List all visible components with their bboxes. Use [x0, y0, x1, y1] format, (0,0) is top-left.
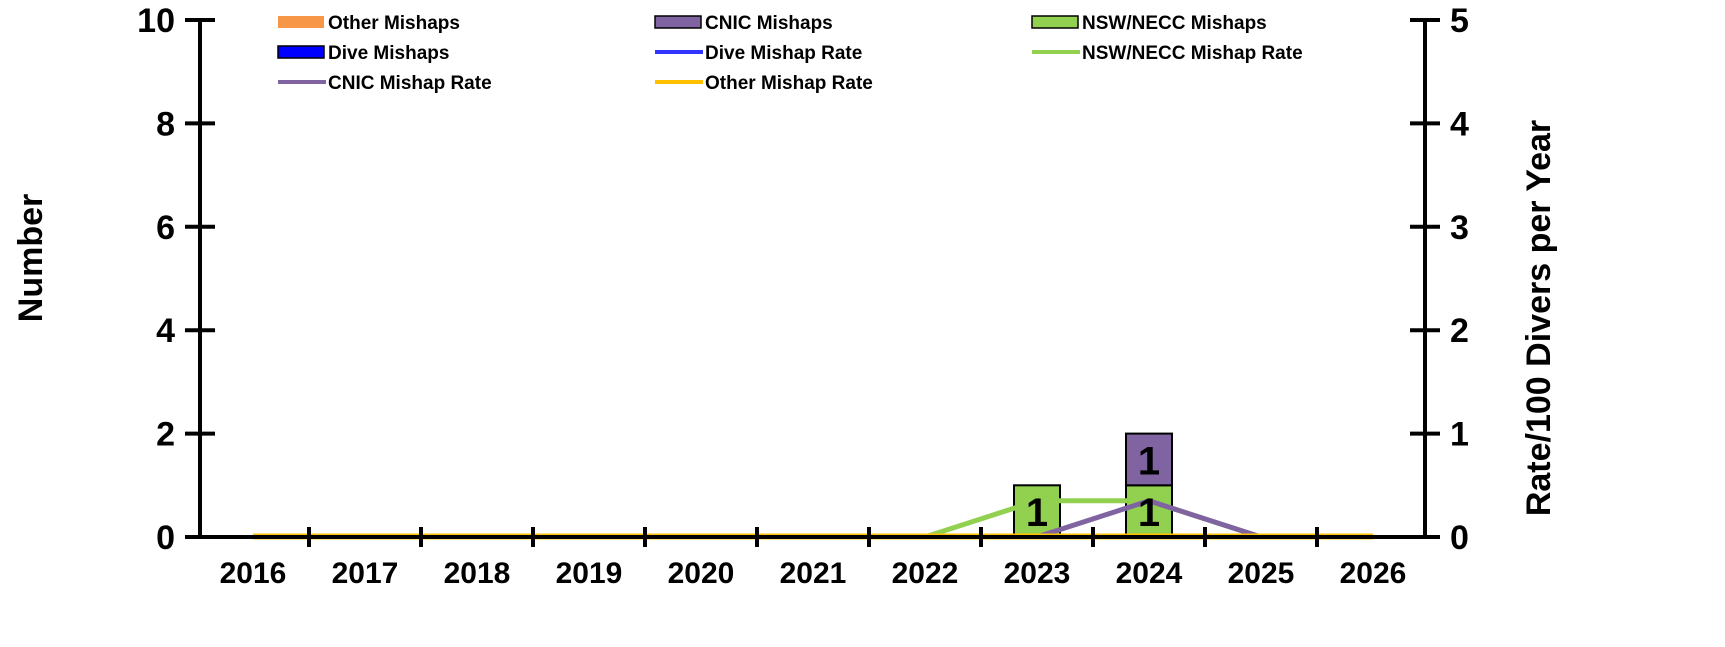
right-tick-label: 5	[1450, 2, 1469, 40]
legend: Other Mishaps CNIC Mishaps NSW/NECC Mishap…	[277, 13, 1303, 94]
x-tick-label: 2018	[444, 557, 511, 590]
legend-other-mishap-rate-label: Other Mishap Rate	[705, 73, 873, 94]
legend-cnic-mishaps-label: CNIC Mishaps	[705, 13, 833, 34]
left-tick-label: 8	[156, 105, 175, 143]
bar-labels: 1 1 1	[1026, 439, 1160, 535]
bar-cnic-mishaps-2024	[1125, 432, 1173, 487]
legend-dive-mishap-rate-label: Dive Mishap Rate	[705, 43, 862, 64]
legend-other-mishaps-label: Other Mishaps	[328, 13, 460, 34]
right-tick-label: 2	[1450, 312, 1469, 350]
y-axis-title: Number	[12, 194, 50, 322]
right-tick-label: 1	[1450, 416, 1469, 454]
legend-dive-mishaps-swatch	[277, 45, 325, 59]
legend-other-mishaps-swatch	[278, 16, 324, 28]
x-tick-label: 2023	[1004, 557, 1071, 590]
right-tick-label: 3	[1450, 209, 1469, 247]
x-tick-label: 2022	[892, 557, 959, 590]
legend-nsw-necc-mishaps-swatch	[1031, 15, 1079, 29]
right-tick-label: 4	[1450, 105, 1469, 143]
left-tick-label: 4	[156, 312, 175, 350]
left-tick-label: 10	[137, 2, 175, 40]
x-tick-label: 2016	[220, 557, 287, 590]
legend-cnic-mishaps-swatch	[654, 15, 702, 29]
legend-cnic-mishap-rate-label: CNIC Mishap Rate	[328, 73, 492, 94]
x-tick-label: 2024	[1116, 557, 1183, 590]
x-tick-label: 2025	[1228, 557, 1295, 590]
left-tick-label: 0	[156, 519, 175, 557]
bar-data-label: 1	[1138, 491, 1160, 535]
x-tick-label: 2026	[1340, 557, 1407, 590]
right-tick-label: 0	[1450, 519, 1469, 557]
legend-nsw-necc-mishaps-label: NSW/NECC Mishaps	[1082, 13, 1267, 34]
y2-axis-title: Rate/100 Divers per Year	[1520, 120, 1558, 516]
left-tick-label: 6	[156, 209, 175, 247]
bar-nsw-necc-mishaps-2023	[1013, 484, 1061, 538]
legend-dive-mishaps-label: Dive Mishaps	[328, 43, 449, 64]
bar-data-label: 1	[1138, 439, 1160, 483]
x-tick-label: 2020	[668, 557, 735, 590]
legend-nsw-necc-mishap-rate-label: NSW/NECC Mishap Rate	[1082, 43, 1303, 64]
x-tick-label: 2021	[780, 557, 847, 590]
left-tick-label: 2	[156, 416, 175, 454]
bar-data-label: 1	[1026, 491, 1048, 535]
x-tick-label: 2019	[556, 557, 623, 590]
x-tick-label: 2017	[332, 557, 399, 590]
axes: 0 2 4 6 8 10 0 1 2 3 4 5 2016 2017 2018 2019 2020 2021 202…	[12, 2, 1558, 590]
